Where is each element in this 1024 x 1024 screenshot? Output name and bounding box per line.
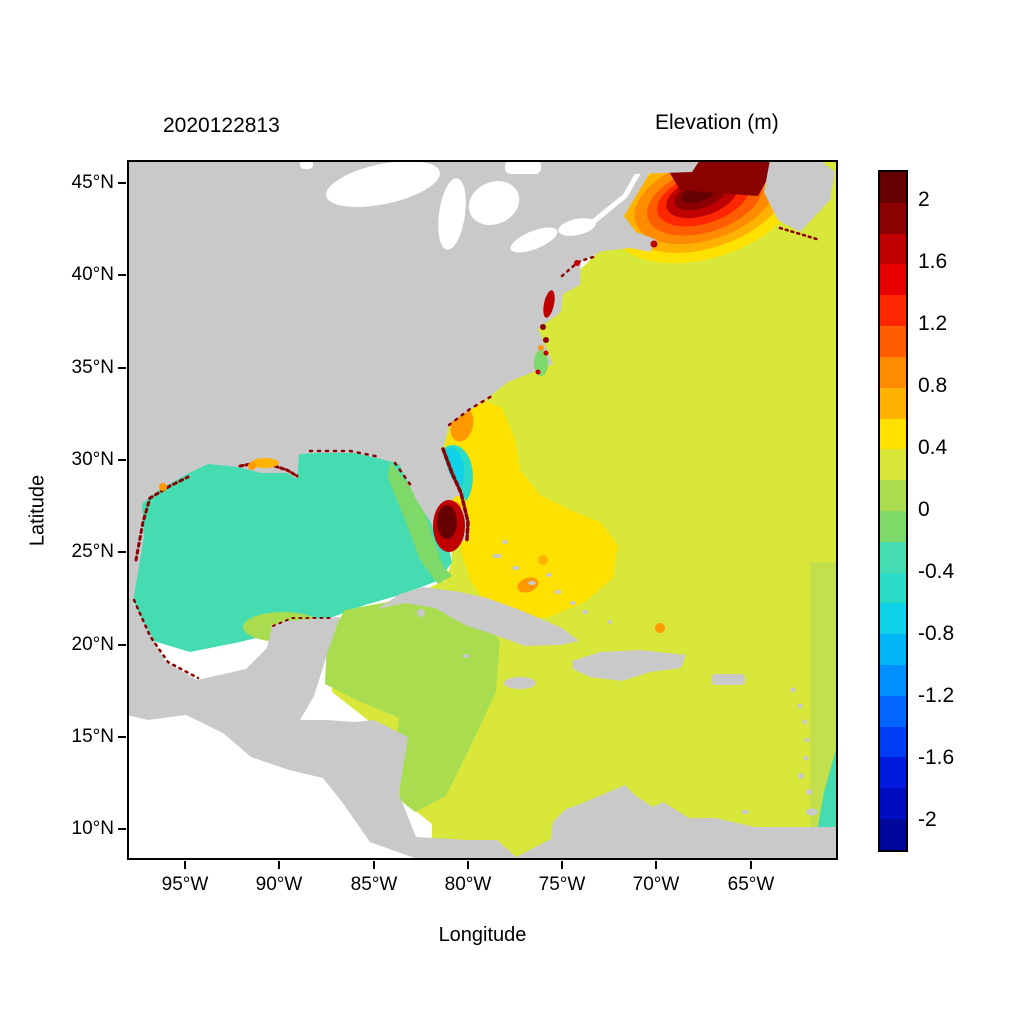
y-tick-mark (118, 182, 126, 184)
x-axis-title: Longitude (438, 924, 527, 946)
map-canvas (127, 160, 838, 860)
x-tick-mark (467, 861, 469, 869)
st-lawrence-river (591, 166, 644, 224)
y-tick-mark (118, 274, 126, 276)
colorbar-segment (880, 665, 906, 696)
land-north-and-central-america (127, 160, 838, 860)
x-tick-mark (750, 861, 752, 869)
lake-winnipeg-area (300, 160, 313, 169)
colorbar-tick-label: 1.6 (918, 250, 948, 273)
x-tick-mark (655, 861, 657, 869)
colorbar-segment (880, 172, 906, 203)
colorbar-segment (880, 480, 906, 511)
colorbar-tick-label: -1.6 (918, 746, 955, 769)
colorbar-tick-label: 0 (918, 498, 930, 521)
x-tick-mark (373, 861, 375, 869)
y-tick-label: 45°N (71, 172, 114, 193)
colorbar-segment (880, 202, 906, 234)
colorbar-tick-label: -2 (918, 808, 937, 831)
colorbar-segment (880, 726, 906, 758)
y-tick-mark (118, 551, 126, 553)
run-timestamp-title: 2020122813 (163, 114, 280, 137)
x-tick-label: 85°W (350, 874, 398, 895)
colorbar-tick-label: -1.2 (918, 684, 955, 707)
y-tick-label: 15°N (71, 726, 114, 747)
y-tick-label: 25°N (71, 541, 114, 562)
colorbar-segment (880, 233, 906, 265)
colorbar-segment (880, 449, 906, 481)
y-tick-mark (118, 459, 126, 461)
colorbar-segment (880, 603, 906, 635)
colorbar-segment (880, 510, 906, 542)
land-nova-scotia (764, 160, 835, 232)
colorbar-tick-label: 0.8 (918, 374, 948, 397)
gulf-of-mexico-water (130, 450, 452, 652)
islands (377, 540, 818, 816)
colorbar-segment (880, 819, 906, 850)
colorbar-title: Elevation (m) (655, 111, 779, 134)
colorbar-segment (880, 264, 906, 296)
x-tick-mark (278, 861, 280, 869)
colorbar-tick-label: 2 (918, 188, 930, 211)
y-tick-label: 35°N (71, 357, 114, 378)
bahama-orange-dot (538, 555, 548, 565)
colorbar-tick-label: -0.8 (918, 622, 955, 645)
y-tick-label: 10°N (71, 818, 114, 839)
south-florida-surge (433, 496, 466, 552)
y-tick-mark (118, 828, 126, 830)
great-lakes (326, 161, 596, 253)
x-tick-mark (561, 861, 563, 869)
colorbar-segment (880, 541, 906, 573)
colorbar-segment (880, 295, 906, 327)
y-tick-mark (118, 644, 126, 646)
colorbar-segment (880, 326, 906, 357)
colorbar-segment (880, 695, 906, 727)
land-new-brunswick (627, 160, 700, 174)
colorbar-tick-label: -0.4 (918, 560, 955, 583)
colorbar-segments (878, 170, 908, 852)
x-tick-label: 75°W (538, 874, 586, 895)
colorbar-segment (880, 356, 906, 388)
y-tick-label: 40°N (71, 264, 114, 285)
y-tick-mark (118, 367, 126, 369)
bahamas-yellow-region (447, 398, 618, 620)
y-tick-mark (118, 736, 126, 738)
west-florida-shelf-green (388, 462, 452, 584)
estuary-details (159, 240, 658, 491)
x-tick-label: 95°W (161, 874, 209, 895)
colorbar-tick-label: 0.4 (918, 436, 948, 459)
colorbar-segment (880, 788, 906, 820)
james-bay (505, 160, 541, 174)
x-tick-label: 65°W (727, 874, 775, 895)
x-tick-mark (184, 861, 186, 869)
x-tick-label: 90°W (255, 874, 303, 895)
y-axis-title: Latitude (26, 474, 49, 547)
colorbar-tick-label: 1.2 (918, 312, 948, 335)
colorbar-segment (880, 757, 906, 789)
colorbar-segment (880, 634, 906, 665)
west-caribbean-green (325, 594, 500, 812)
y-tick-label: 30°N (71, 449, 114, 470)
x-tick-label: 80°W (444, 874, 492, 895)
x-tick-label: 70°W (632, 874, 680, 895)
colorbar-segment (880, 572, 906, 604)
hispaniola-north-orange-dot (655, 623, 665, 633)
y-tick-label: 20°N (71, 634, 114, 655)
colorbar-segment (880, 387, 906, 419)
colorbar-segment (880, 418, 906, 450)
